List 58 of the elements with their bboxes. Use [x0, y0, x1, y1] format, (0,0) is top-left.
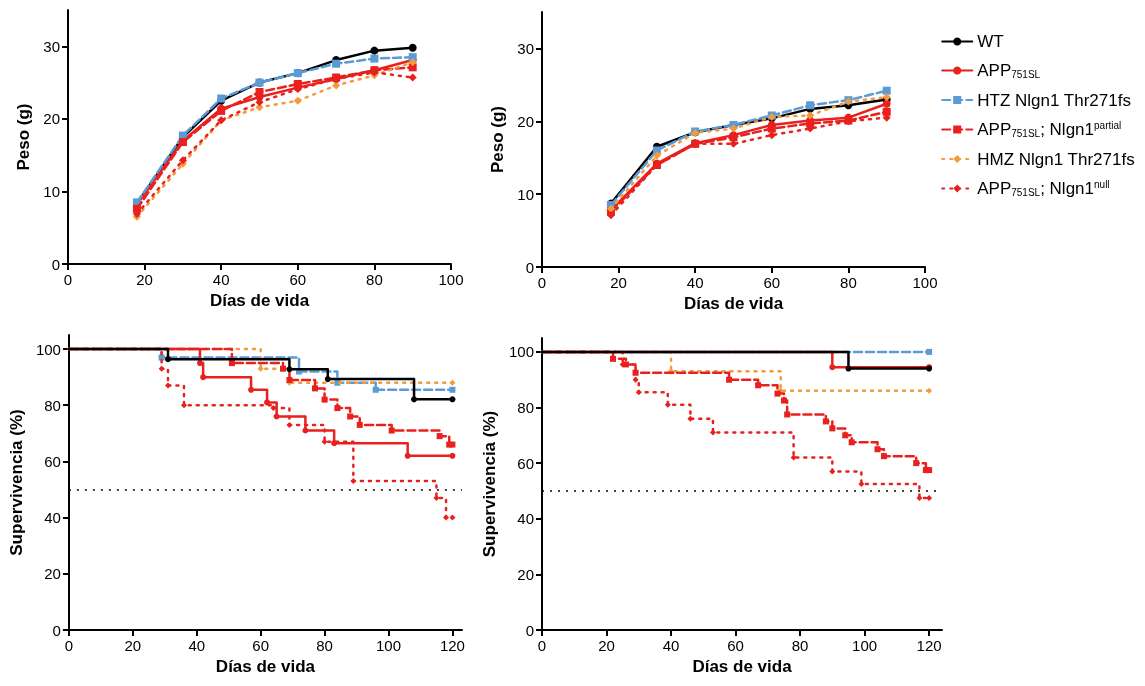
y-tick-label: 100: [35, 340, 61, 358]
y-tick-label: 10: [43, 182, 60, 200]
y-tick-label: 10: [517, 185, 534, 203]
x-tick-label: 60: [727, 637, 744, 654]
legend-label: HTZ Nlgn1 Thr271fs: [977, 90, 1131, 110]
x-tick-label: 60: [252, 637, 270, 654]
y-axis-title: Peso (g): [488, 105, 507, 174]
y-tick-label: 0: [525, 621, 534, 639]
y-tick-label: 0: [525, 258, 534, 276]
x-tick-label: 100: [375, 637, 402, 654]
x-tick-label: 20: [136, 271, 153, 288]
x-axis-title: Días de vida: [692, 656, 793, 676]
x-tick-label: 0: [537, 274, 547, 291]
y-tick-label: 60: [44, 452, 61, 470]
x-tick-label: 0: [537, 637, 547, 654]
x-tick-label: 60: [763, 274, 781, 291]
y-tick-label: 80: [517, 399, 534, 417]
x-tick-label: 40: [662, 637, 680, 654]
x-axis-title: Días de vida: [215, 656, 316, 676]
x-tick-label: 0: [63, 271, 73, 288]
y-tick-label: 20: [517, 112, 534, 130]
x-tick-label: 40: [686, 274, 704, 291]
y-tick-label: 30: [517, 39, 534, 57]
y-tick-label: 20: [44, 565, 61, 583]
legend-label: WT: [977, 32, 1004, 51]
x-tick-label: 40: [188, 637, 206, 654]
x-tick-label: 80: [366, 271, 383, 288]
y-axis-title: Supervivencia (%): [7, 409, 26, 556]
y-tick-label: 0: [52, 621, 61, 639]
x-tick-label: 80: [791, 637, 809, 654]
x-axis-title: Días de vida: [209, 290, 310, 310]
x-tick-label: 20: [610, 274, 627, 291]
x-tick-label: 20: [598, 637, 615, 654]
y-tick-label: 60: [517, 454, 534, 472]
legend-label: HMZ Nlgn1 Thr271fs: [977, 149, 1135, 169]
y-tick-label: 40: [517, 510, 534, 528]
y-tick-label: 100: [508, 343, 534, 361]
x-tick-label: 60: [289, 271, 307, 288]
x-tick-label: 80: [840, 274, 857, 291]
x-tick-label: 120: [916, 637, 942, 654]
y-axis-title: Peso (g): [14, 103, 33, 171]
y-tick-label: 30: [43, 37, 60, 55]
y-tick-label: 40: [44, 509, 61, 527]
x-tick-label: 0: [64, 637, 74, 654]
x-tick-label: 100: [852, 637, 878, 654]
x-tick-label: 100: [912, 274, 938, 291]
y-tick-label: 20: [517, 565, 534, 583]
x-tick-label: 40: [212, 271, 230, 288]
x-tick-label: 20: [124, 637, 142, 654]
x-tick-label: 120: [439, 637, 465, 654]
x-tick-label: 80: [316, 637, 333, 654]
y-tick-label: 0: [51, 255, 60, 273]
legend-label: APP751SL: [977, 61, 1041, 80]
y-tick-label: 80: [44, 396, 61, 414]
y-axis-title: Supervivencia (%): [480, 410, 500, 558]
x-axis-title: Días de vida: [683, 293, 784, 313]
x-tick-label: 100: [438, 271, 464, 288]
y-tick-label: 20: [43, 110, 60, 128]
